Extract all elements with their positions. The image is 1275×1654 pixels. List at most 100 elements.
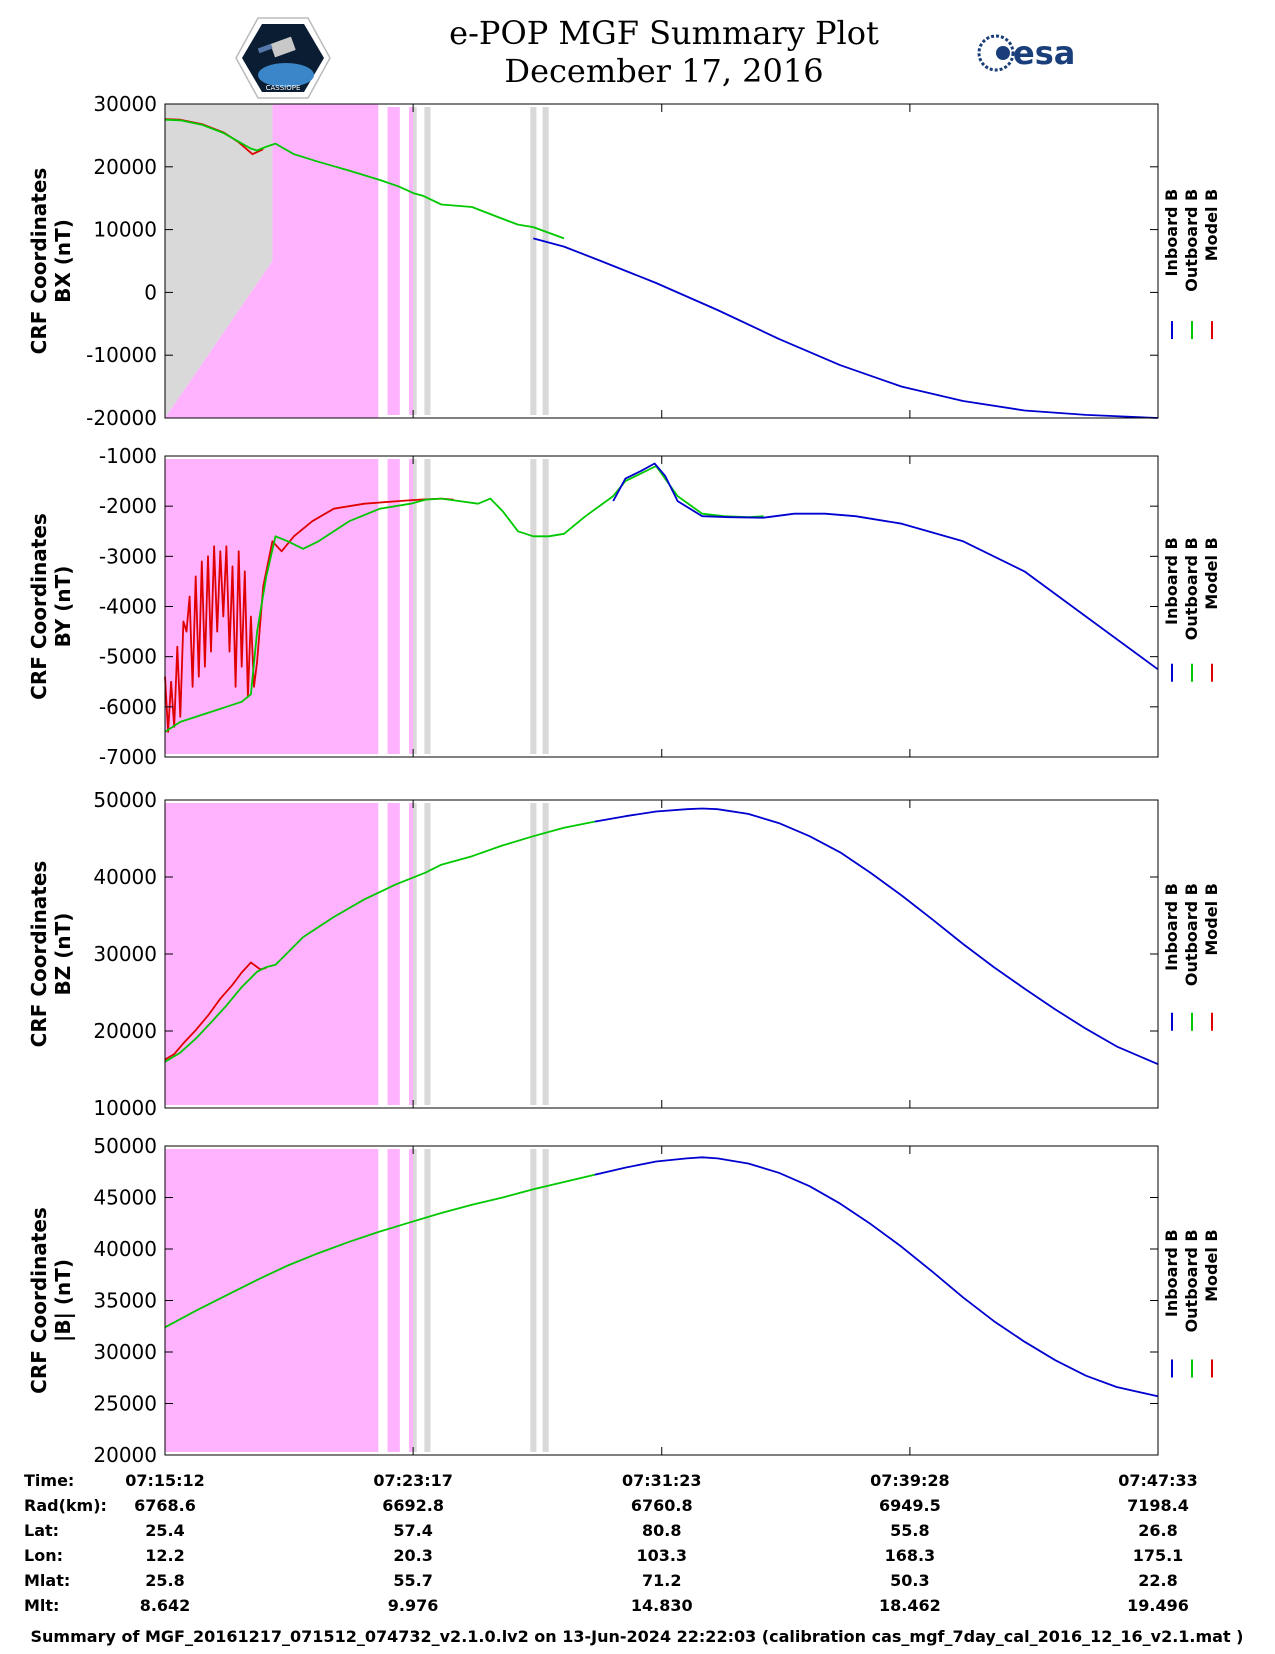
ephemeris-row-label: Rad(km):: [24, 1496, 107, 1515]
cassiope-logo: CASSIOPE: [235, 17, 331, 99]
y-axis-label-line2: BY (nT): [51, 566, 75, 648]
shade-pink-band: [387, 1149, 400, 1452]
series-line-outboard-b: [164, 118, 565, 240]
shade-gray-band: [542, 459, 549, 754]
y-tick-label: -6000: [99, 695, 157, 719]
shade-gray-band: [424, 1149, 431, 1452]
shade-gray-band: [424, 459, 431, 754]
shade-pink-band: [165, 803, 379, 1105]
ephemeris-value: 22.8: [1138, 1571, 1177, 1590]
y-axis-label-line1: CRF Coordinates: [27, 168, 51, 355]
y-tick-label: 0: [144, 280, 157, 304]
ephemeris-value: 19.496: [1127, 1596, 1189, 1615]
ephemeris-value: 175.1: [1133, 1546, 1184, 1565]
shade-gray-band: [413, 803, 417, 1105]
ephemeris-row-label: Lat:: [24, 1521, 59, 1540]
shade-pink-band: [409, 803, 414, 1105]
y-axis-label-line1: CRF Coordinates: [27, 1207, 51, 1394]
ephemeris-value: 6768.6: [134, 1496, 196, 1515]
ephemeris-value: 80.8: [642, 1521, 681, 1540]
ephemeris-value: 12.2: [145, 1546, 184, 1565]
ephemeris-value: 18.462: [879, 1596, 941, 1615]
plot-panels: -20000 -10000 0 10000 20000 30000 CRF Coordina…: [27, 92, 1221, 1467]
shade-gray-band: [413, 107, 417, 415]
legend-label: Inboard B: [1162, 189, 1181, 277]
plot-title-line1: e-POP MGF Summary Plot: [449, 14, 879, 52]
y-axis-label-line1: CRF Coordinates: [27, 861, 51, 1048]
y-tick-label: -5000: [99, 645, 157, 669]
series-line-inboard-b: [594, 1156, 1158, 1398]
shade-gray-band: [530, 1149, 537, 1452]
series-line-outboard-b: [164, 820, 595, 1063]
shade-gray-band: [413, 459, 417, 754]
legend-label: Inboard B: [1162, 1229, 1181, 1317]
ephemeris-value: 07:23:17: [373, 1471, 453, 1490]
legend: Inboard B Outboard B Model B: [1162, 537, 1221, 682]
series-line-outboard-b: [164, 1173, 595, 1329]
shade-pink-region: [165, 104, 379, 418]
shade-pink-band: [409, 107, 414, 415]
ephemeris-row-label: Mlat:: [24, 1571, 70, 1590]
legend: Inboard B Outboard B Model B: [1162, 189, 1221, 340]
ephemeris-value: 7198.4: [1127, 1496, 1189, 1515]
esa-logo-text: esa: [1013, 34, 1075, 72]
y-axis-label-line2: BX (nT): [51, 219, 75, 303]
y-tick-label: -1000: [99, 444, 157, 468]
shade-gray-band: [542, 1149, 549, 1452]
series-line-model-b: [164, 961, 267, 1061]
y-tick-label: -20000: [86, 406, 157, 430]
y-tick-label: -2000: [99, 494, 157, 518]
ephemeris-value: 9.976: [388, 1596, 439, 1615]
y-axis-label-line2: |B| (nT): [51, 1259, 75, 1342]
y-tick-label: 30000: [93, 92, 157, 116]
panel-4: 20000 25000 30000 35000 40000 45000 50000 CRF C…: [27, 1134, 1221, 1467]
y-axis-label-line1: CRF Coordinates: [27, 513, 51, 700]
y-tick-label: 30000: [93, 942, 157, 966]
legend-label: Model B: [1202, 189, 1221, 261]
shade-pink-band: [387, 459, 400, 754]
shade-pink-band: [387, 107, 400, 415]
ephemeris-value: 55.7: [393, 1571, 432, 1590]
y-tick-label: 40000: [93, 1237, 157, 1261]
legend-label: Inboard B: [1162, 537, 1181, 625]
shade-gray-band: [530, 803, 537, 1105]
series-line-inboard-b: [594, 807, 1159, 1065]
y-tick-label: 25000: [93, 1392, 157, 1416]
y-tick-label: 50000: [93, 1134, 157, 1158]
y-tick-label: 50000: [93, 788, 157, 812]
shade-pink-band: [387, 803, 400, 1105]
series-line-inboard-b: [533, 237, 1158, 419]
shade-gray-band: [542, 803, 549, 1105]
panel-3: 10000 20000 30000 40000 50000 CRF Coordinates…: [27, 788, 1221, 1120]
legend-label: Outboard B: [1182, 537, 1201, 640]
ephemeris-row-label: Mlt:: [24, 1596, 59, 1615]
shade-gray-band: [413, 1149, 417, 1452]
footer-caption: Summary of MGF_20161217_071512_074732_v2…: [31, 1627, 1244, 1646]
legend-label: Outboard B: [1182, 189, 1201, 292]
y-tick-label: -7000: [99, 745, 157, 769]
ephemeris-value: 20.3: [393, 1546, 432, 1565]
y-axis-label-line2: BZ (nT): [51, 913, 75, 996]
y-tick-label: 20000: [93, 1443, 157, 1467]
y-tick-label: 10000: [93, 1096, 157, 1120]
shade-pink-band: [409, 459, 414, 754]
ephemeris-table: Time: Rad(km): Lat: Lon: Mlat: Mlt: 07:15:12 67…: [24, 1471, 1198, 1615]
ephemeris-value: 8.642: [140, 1596, 191, 1615]
shade-gray-band: [542, 107, 549, 415]
ephemeris-value: 103.3: [636, 1546, 687, 1565]
ephemeris-row-label: Time:: [24, 1471, 74, 1490]
shade-gray-region: [165, 104, 273, 418]
y-tick-label: -10000: [86, 343, 157, 367]
ephemeris-row-label: Lon:: [24, 1546, 63, 1565]
ephemeris-value: 6760.8: [631, 1496, 693, 1515]
legend-label: Model B: [1202, 1229, 1221, 1301]
y-tick-label: 40000: [93, 865, 157, 889]
ephemeris-value: 07:15:12: [125, 1471, 205, 1490]
legend-label: Outboard B: [1182, 1229, 1201, 1332]
ephemeris-value: 57.4: [393, 1521, 432, 1540]
shade-pink-band: [165, 1149, 379, 1452]
ephemeris-value: 168.3: [885, 1546, 936, 1565]
legend-label: Model B: [1202, 883, 1221, 955]
